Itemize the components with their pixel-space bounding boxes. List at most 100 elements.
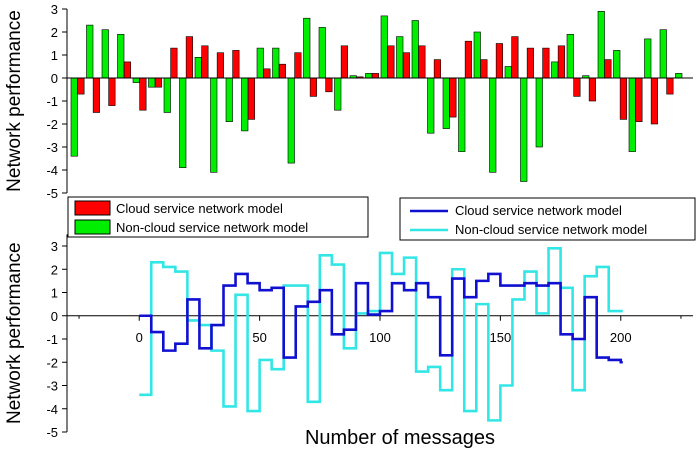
top-bar-noncloud [225, 77, 233, 123]
top-bar-cloud [464, 40, 472, 79]
top-bar-cloud [635, 77, 643, 123]
top-bar-cloud [294, 52, 302, 79]
top-bar-cloud [108, 77, 116, 106]
bottom-x-tick-label: 0 [136, 330, 143, 345]
top-bar-noncloud [458, 77, 466, 152]
bottom-x-tick-label: 50 [252, 330, 266, 345]
top-bar-noncloud [613, 50, 621, 79]
top-y-axis-label: Network performance [4, 10, 25, 192]
top-y-tick-label: 2 [51, 25, 58, 40]
top-bar-cloud [650, 77, 658, 125]
top-legend-swatch-cloud [74, 200, 111, 216]
top-legend-swatch-noncloud [74, 219, 111, 235]
top-bar-noncloud [597, 11, 605, 79]
top-bar-cloud [387, 45, 395, 79]
top-bar-cloud [604, 59, 612, 79]
top-bar-noncloud [473, 31, 481, 79]
top-bar-cloud [588, 77, 596, 102]
top-y-tick-label: 1 [51, 48, 58, 63]
top-bar-cloud [201, 45, 209, 79]
top-bar-noncloud [272, 47, 280, 79]
top-bar-cloud [480, 59, 488, 79]
top-bar-cloud [92, 77, 100, 113]
top-bar-noncloud [86, 24, 94, 79]
top-bar-noncloud [551, 61, 559, 79]
top-bar-noncloud [179, 77, 187, 168]
bottom-x-tick-label: 100 [369, 330, 391, 345]
bottom-x-axis-label: Number of messages [305, 427, 495, 449]
top-bar-noncloud [70, 77, 78, 157]
top-bar-cloud [371, 73, 379, 79]
bottom-y-tick-label: 0 [51, 309, 58, 324]
top-bar-noncloud [520, 77, 528, 182]
top-bar-noncloud [659, 29, 667, 79]
bottom-y-tick-label: -1 [46, 332, 58, 347]
top-y-tick-label: -3 [46, 140, 58, 155]
top-bar-cloud [123, 61, 131, 79]
top-bar-noncloud [303, 17, 311, 79]
top-bar-noncloud [675, 73, 683, 79]
top-bar-cloud [418, 45, 426, 79]
top-y-tick-label: -1 [46, 94, 58, 109]
top-bar-noncloud [396, 36, 404, 79]
top-bar-noncloud [566, 33, 574, 79]
top-bars [70, 11, 683, 182]
top-y-tick-label: 3 [51, 2, 58, 17]
bottom-legend-box [399, 197, 696, 241]
top-bar-noncloud [287, 77, 295, 164]
top-bar-noncloud [628, 77, 636, 152]
top-legend-label-noncloud: Non-cloud service network model [116, 220, 308, 235]
top-bar-noncloud [535, 77, 543, 148]
bottom-legend-label-noncloud: Non-cloud service network model [455, 222, 647, 237]
bottom-x-tick-label: 150 [490, 330, 512, 345]
top-bar-noncloud [318, 27, 326, 79]
top-bar-cloud [511, 36, 519, 79]
bottom-legend: Cloud service network model Non-cloud se… [399, 197, 696, 241]
top-bar-cloud [542, 47, 550, 79]
top-bar-cloud [263, 68, 271, 79]
bottom-y-tick-label: 2 [51, 262, 58, 277]
top-y-tick-label: 0 [51, 71, 58, 86]
top-bar-noncloud [489, 77, 497, 173]
top-y-tick-label: -2 [46, 117, 58, 132]
top-legend: Cloud service network model Non-cloud se… [67, 196, 369, 238]
bottom-y-axis-label: Network performance [4, 242, 25, 424]
bottom-line-cloud [139, 272, 623, 364]
top-bar-cloud [170, 47, 178, 79]
top-bar-cloud [232, 50, 240, 79]
top-chart: -5 -4 -3 -2 -1 0 1 2 3 Network performance Cloud… [4, 2, 693, 238]
top-bar-cloud [216, 52, 224, 79]
top-bar-noncloud [427, 77, 435, 134]
top-bar-cloud [619, 77, 627, 120]
top-bar-noncloud [256, 47, 264, 79]
top-bar-cloud [666, 77, 674, 95]
top-bar-cloud [139, 77, 147, 111]
top-bar-cloud [526, 47, 534, 79]
top-y-tick-label: -4 [46, 163, 58, 178]
top-bar-noncloud [411, 20, 419, 79]
bottom-legend-label-cloud: Cloud service network model [455, 203, 622, 218]
top-bar-cloud [325, 77, 333, 93]
top-bar-noncloud [101, 29, 109, 79]
top-bar-cloud [247, 77, 255, 120]
top-bar-noncloud [442, 77, 450, 129]
top-bar-noncloud [132, 77, 140, 83]
top-bar-cloud [185, 36, 193, 79]
top-bar-cloud [402, 52, 410, 79]
top-bar-noncloud [210, 77, 218, 173]
top-bar-noncloud [148, 77, 156, 88]
top-bar-noncloud [117, 33, 125, 79]
top-y-tick-label: -5 [46, 186, 58, 201]
bottom-y-tick-label: -4 [46, 402, 58, 417]
top-bar-cloud [495, 43, 503, 79]
top-bar-cloud [77, 77, 85, 95]
top-bar-cloud [309, 77, 317, 97]
top-bar-noncloud [334, 77, 342, 111]
bottom-y-tick-label: -2 [46, 355, 58, 370]
top-bar-noncloud [504, 66, 512, 79]
top-bar-cloud [449, 77, 457, 118]
top-bar-cloud [278, 63, 286, 79]
bottom-line-noncloud [139, 247, 623, 422]
bottom-chart: -5 -4 -3 -2 -1 0 1 2 3 0 50 100 150 200 Network perf… [4, 197, 696, 449]
